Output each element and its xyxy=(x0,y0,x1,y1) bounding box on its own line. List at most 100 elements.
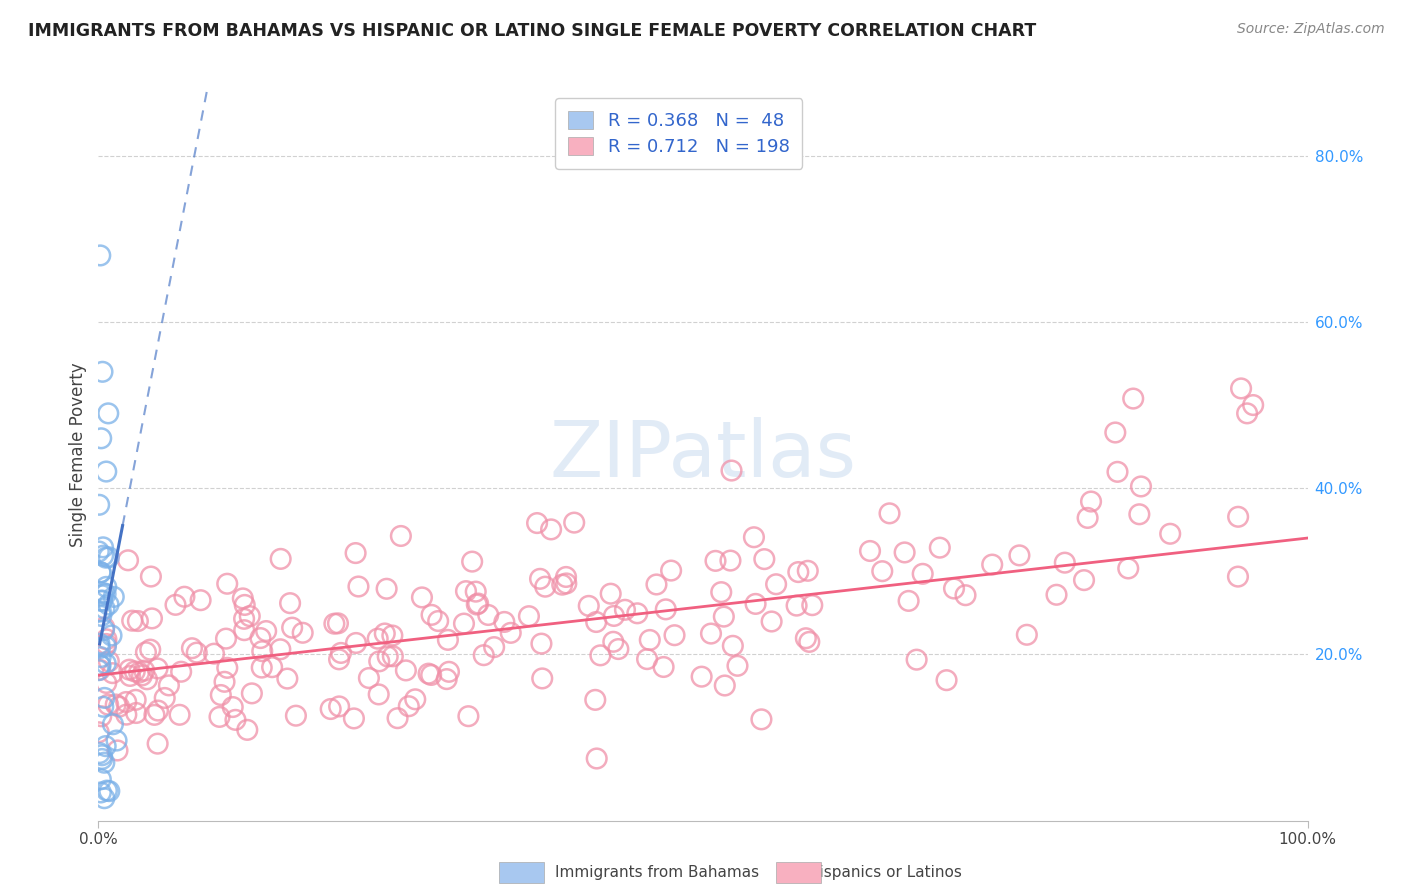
Point xyxy=(108,699,131,714)
Point xyxy=(97,598,120,612)
Point xyxy=(98,784,121,798)
Point xyxy=(97,406,120,420)
Point xyxy=(233,598,256,612)
Point xyxy=(1227,509,1250,524)
Point xyxy=(389,529,412,543)
Point xyxy=(250,660,273,674)
Point xyxy=(761,615,783,629)
Point xyxy=(381,628,404,642)
Point xyxy=(794,632,817,646)
Point xyxy=(1226,569,1249,583)
Point xyxy=(710,585,733,599)
Point xyxy=(254,624,277,638)
Point xyxy=(555,570,578,584)
Point xyxy=(186,646,208,660)
Legend: R = 0.368   N =  48, R = 0.712   N = 198: R = 0.368 N = 48, R = 0.712 N = 198 xyxy=(555,98,803,169)
Point xyxy=(90,772,112,787)
Point xyxy=(603,609,626,624)
Point xyxy=(239,609,262,624)
Point xyxy=(467,597,489,611)
Point xyxy=(935,673,957,688)
Point xyxy=(103,590,125,604)
Point xyxy=(872,564,894,578)
Point xyxy=(146,661,169,675)
Point xyxy=(585,751,607,765)
Point xyxy=(437,632,460,647)
Point xyxy=(233,612,256,626)
Point xyxy=(249,631,271,645)
Point xyxy=(91,541,114,555)
Point xyxy=(879,507,901,521)
Point xyxy=(90,650,112,665)
Text: IMMIGRANTS FROM BAHAMAS VS HISPANIC OR LATINO SINGLE FEMALE POVERTY CORRELATION : IMMIGRANTS FROM BAHAMAS VS HISPANIC OR L… xyxy=(28,22,1036,40)
Point xyxy=(124,665,146,679)
Point xyxy=(555,576,578,591)
Point xyxy=(181,641,204,656)
Point xyxy=(347,580,370,594)
Point xyxy=(1116,561,1139,575)
Point xyxy=(1015,628,1038,642)
Point xyxy=(94,587,117,601)
Point xyxy=(398,699,420,714)
Point xyxy=(94,550,117,565)
Point xyxy=(328,699,350,714)
Point xyxy=(141,611,163,625)
Point xyxy=(534,580,557,594)
Point xyxy=(599,587,621,601)
Point xyxy=(224,713,246,727)
Point xyxy=(585,615,607,629)
Point xyxy=(368,654,391,668)
Point xyxy=(118,663,141,677)
Point xyxy=(87,725,110,739)
Point xyxy=(530,637,553,651)
Point xyxy=(343,711,366,725)
Point xyxy=(94,739,117,753)
Point xyxy=(90,709,112,723)
Point xyxy=(1077,511,1099,525)
Point xyxy=(262,660,284,674)
Point xyxy=(1080,494,1102,508)
Point xyxy=(905,653,928,667)
Point xyxy=(589,648,612,663)
Point xyxy=(801,598,824,612)
Point xyxy=(269,642,291,657)
Point xyxy=(928,541,950,555)
Point xyxy=(1053,556,1076,570)
Point xyxy=(636,652,658,666)
Point xyxy=(100,628,122,642)
Point xyxy=(344,546,367,560)
Point xyxy=(89,746,111,760)
Point xyxy=(377,649,399,664)
Point xyxy=(578,599,600,613)
Point xyxy=(91,748,114,763)
Point xyxy=(404,692,426,706)
Point xyxy=(387,711,409,725)
Point xyxy=(270,552,292,566)
Point xyxy=(499,625,522,640)
Point xyxy=(1107,465,1129,479)
Point xyxy=(551,577,574,591)
Point xyxy=(165,598,187,612)
Point xyxy=(157,678,180,692)
Point xyxy=(418,666,440,681)
Point xyxy=(240,686,263,700)
Point xyxy=(93,586,115,600)
Point xyxy=(90,593,112,607)
Point xyxy=(374,626,396,640)
Point xyxy=(96,676,118,690)
Point xyxy=(217,576,239,591)
Point xyxy=(120,669,142,683)
Point xyxy=(319,702,342,716)
Point xyxy=(90,658,112,673)
Point xyxy=(125,706,148,720)
Point xyxy=(107,743,129,757)
Text: Hispanics or Latinos: Hispanics or Latinos xyxy=(808,865,962,880)
Point xyxy=(90,566,112,580)
Point xyxy=(278,596,301,610)
Point xyxy=(955,588,977,602)
Point xyxy=(146,737,169,751)
Point xyxy=(97,654,120,668)
Point xyxy=(727,658,749,673)
Point xyxy=(117,553,139,567)
Point xyxy=(209,688,232,702)
